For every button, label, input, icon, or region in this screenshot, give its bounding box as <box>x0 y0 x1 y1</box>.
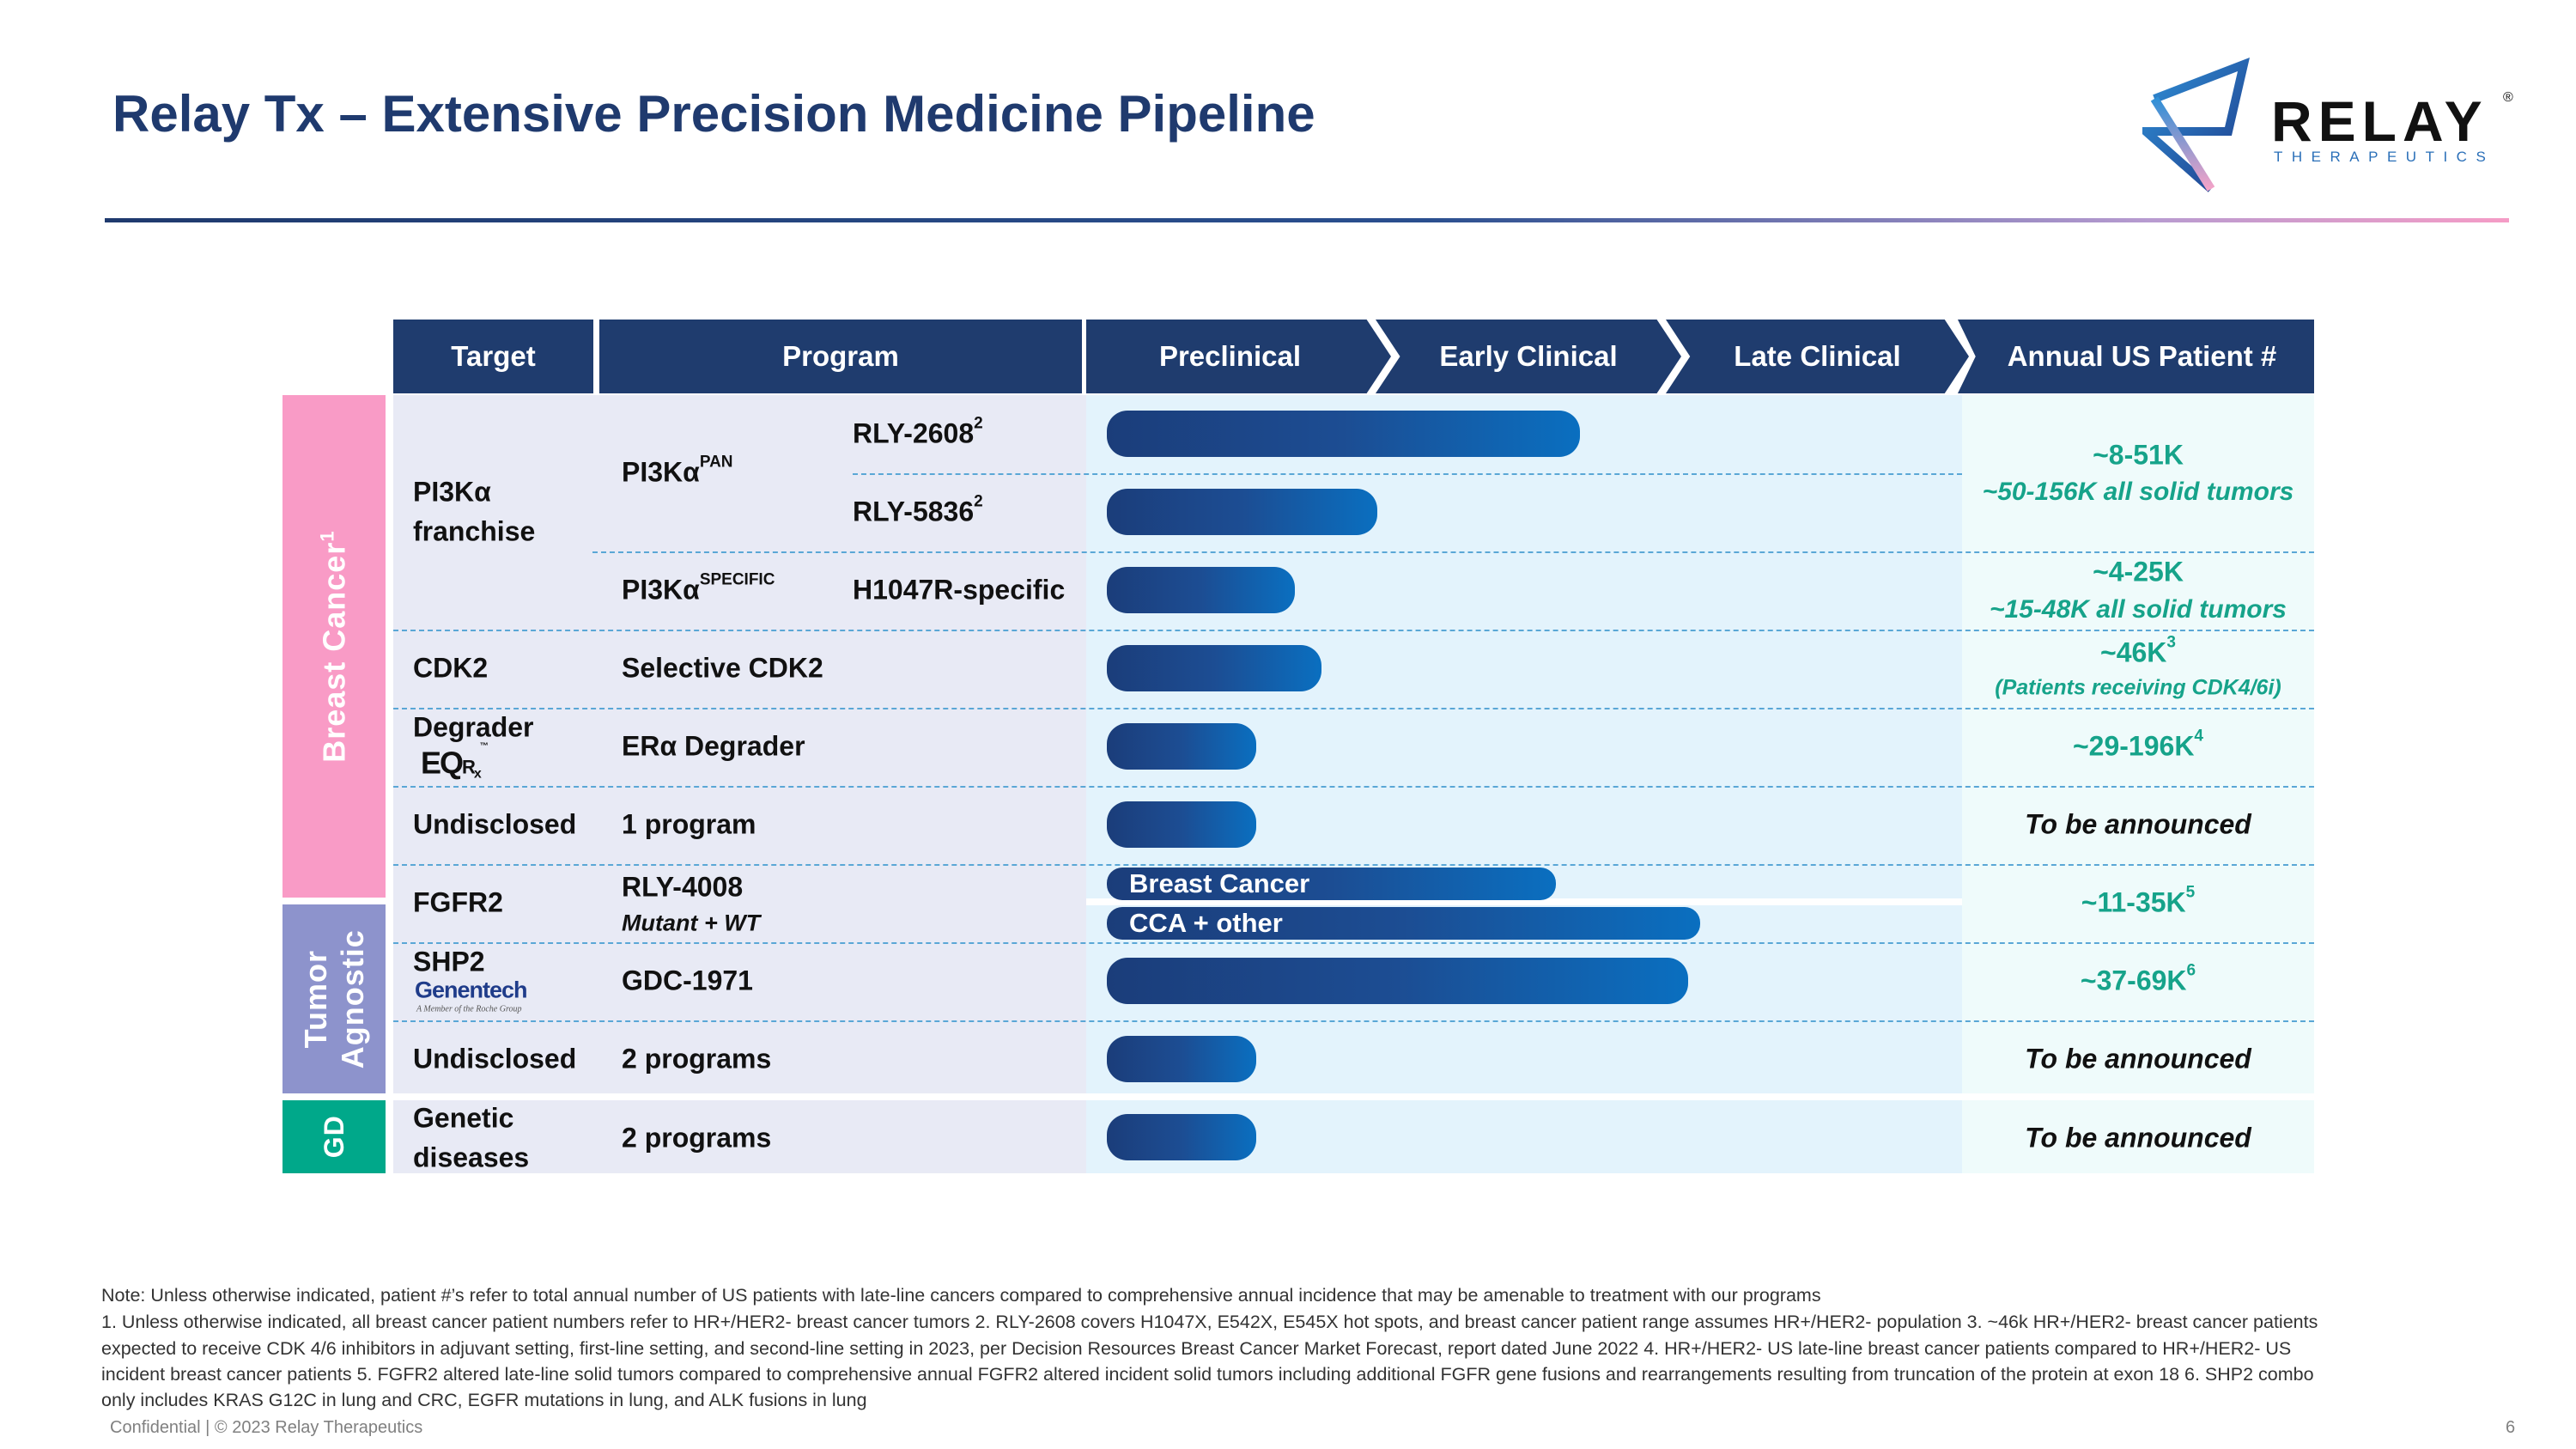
group-tumor-label: Tumor Agnostic <box>297 928 371 1069</box>
annual-cdk2: ~46K3 <box>2100 633 2176 668</box>
header-late-label: Late Clinical <box>1734 340 1901 372</box>
eqrx-logo: EQRx™ <box>421 741 489 782</box>
target-pi3k: PI3Kα <box>413 476 491 508</box>
header-late-clinical: Late Clinical <box>1666 320 1969 393</box>
row-divider <box>393 942 2314 944</box>
header-early-label: Early Clinical <box>1439 340 1618 372</box>
annual-bg <box>1962 395 2314 1093</box>
row-divider <box>853 473 1962 475</box>
bar-h1047r <box>1107 567 1295 613</box>
bar-rly-5836 <box>1107 489 1377 535</box>
annual-undisclosed-2: To be announced <box>2025 1043 2251 1075</box>
group-genetic-diseases: GD <box>283 1100 386 1173</box>
header-preclinical: Preclinical <box>1086 320 1391 393</box>
footer-confidential: Confidential | © 2023 Relay Therapeutics <box>110 1418 423 1437</box>
program-rly-4008-sub: Mutant + WT <box>622 910 761 936</box>
footnote-note: Note: Unless otherwise indicated, patien… <box>101 1285 1821 1306</box>
genentech-logo-sub: A Member of the Roche Group <box>416 1004 522 1014</box>
program-rly-4008: RLY-4008 <box>622 871 744 903</box>
program-pi3k-pan: PI3KαPAN <box>622 453 733 488</box>
target-undisclosed-1: Undisclosed <box>413 808 577 840</box>
footnote-line: expected to receive CDK 4/6 inhibitors i… <box>101 1338 2292 1359</box>
page-title: Relay Tx – Extensive Precision Medicine … <box>112 85 1315 143</box>
annual-undisclosed-1: To be announced <box>2025 808 2251 840</box>
header-target: Target <box>393 320 593 393</box>
footnote-line: 1. Unless otherwise indicated, all breas… <box>101 1312 2318 1332</box>
program-gd-2-programs: 2 programs <box>622 1122 772 1154</box>
program-pi3k-specific: PI3KαSPECIFIC <box>622 570 775 606</box>
program-selective-cdk2: Selective CDK2 <box>622 652 823 684</box>
header-early-clinical: Early Clinical <box>1376 320 1681 393</box>
program-1-program: 1 program <box>622 808 756 840</box>
program-h1047r: H1047R-specific <box>853 574 1066 606</box>
registered-mark: ® <box>2503 90 2513 105</box>
footnote-line: only includes KRAS G12C in lung and CRC,… <box>101 1390 867 1410</box>
annual-cdk2-sub: (Patients receiving CDK4/6i) <box>1995 675 2281 700</box>
program-era-degrader: ERα Degrader <box>622 730 805 762</box>
annual-specific-sub: ~15-48K all solid tumors <box>1990 595 2287 624</box>
bar-cdk2 <box>1107 645 1321 691</box>
logo-wordmark: RELAY <box>2271 89 2488 153</box>
bar-label: CCA + other <box>1129 908 1283 938</box>
group-breast-label: Breast Cancer1 <box>316 530 352 763</box>
target-program-bg <box>393 395 1086 1093</box>
annual-pan: ~8-51K <box>2093 439 2184 471</box>
annual-shp2: ~37-69K6 <box>2080 961 2196 996</box>
bar-fgfr2-breast-cancer: Breast Cancer <box>1107 868 1557 900</box>
header-annual-patients: Annual US Patient # <box>1958 320 2314 393</box>
program-2-programs: 2 programs <box>622 1043 772 1075</box>
row-divider <box>393 864 2314 866</box>
target-degrader: Degrader <box>413 711 534 743</box>
bar-fgfr2-cca: CCA + other <box>1107 907 1700 940</box>
target-undisclosed-2: Undisclosed <box>413 1043 577 1075</box>
row-divider <box>393 708 2314 709</box>
program-rly-5836: RLY-58362 <box>853 492 983 527</box>
annual-bg-gd <box>1962 1100 2314 1173</box>
bar-rly-2608 <box>1107 411 1580 457</box>
annual-pan-sub: ~50-156K all solid tumors <box>1982 478 2294 506</box>
header-preclinical-label: Preclinical <box>1158 340 1302 372</box>
annual-specific: ~4-25K <box>2093 556 2184 588</box>
target-diseases: diseases <box>413 1142 530 1173</box>
title-divider <box>105 218 2509 222</box>
bar-degrader <box>1107 723 1257 770</box>
relay-logo-mark-icon <box>2134 57 2250 192</box>
target-shp2: SHP2 <box>413 946 485 977</box>
footnote-line: incident breast cancer patients 5. FGFR2… <box>101 1364 2314 1385</box>
group-breast-cancer: Breast Cancer1 <box>283 395 386 898</box>
group-gd-label: GD <box>318 1115 349 1159</box>
header-annual-label: Annual US Patient # <box>2007 340 2277 372</box>
annual-fgfr2: ~11-35K5 <box>2081 883 2196 918</box>
row-divider <box>393 786 2314 788</box>
target-genetic: Genetic <box>413 1102 514 1134</box>
row-divider <box>393 630 2314 631</box>
page-number: 6 <box>2506 1418 2516 1437</box>
target-cdk2: CDK2 <box>413 652 489 684</box>
row-divider <box>592 551 2314 553</box>
bar-label: Breast Cancer <box>1129 868 1310 898</box>
header-program: Program <box>599 320 1082 393</box>
row-divider <box>393 1020 2314 1022</box>
bar-shp2 <box>1107 958 1689 1004</box>
annual-gd: To be announced <box>2025 1122 2251 1154</box>
fgfr2-split-gap <box>1086 898 1962 905</box>
group-tumor-agnostic: Tumor Agnostic <box>283 904 386 1093</box>
target-pi3k-franchise: franchise <box>413 515 536 547</box>
target-fgfr2: FGFR2 <box>413 886 503 918</box>
bar-undisclosed-2 <box>1107 1036 1257 1082</box>
relay-logo: RELAY ® THERAPEUTICS <box>2134 47 2520 193</box>
bar-undisclosed-1 <box>1107 801 1257 848</box>
bar-genetic-diseases <box>1107 1114 1257 1160</box>
genentech-logo: Genentech <box>415 977 528 1003</box>
program-rly-2608: RLY-26082 <box>853 414 983 449</box>
annual-degrader: ~29-196K4 <box>2072 727 2203 762</box>
logo-tagline: THERAPEUTICS <box>2274 149 2495 165</box>
program-gdc-1971: GDC-1971 <box>622 965 753 996</box>
target-program-bg-gd <box>393 1100 1086 1173</box>
